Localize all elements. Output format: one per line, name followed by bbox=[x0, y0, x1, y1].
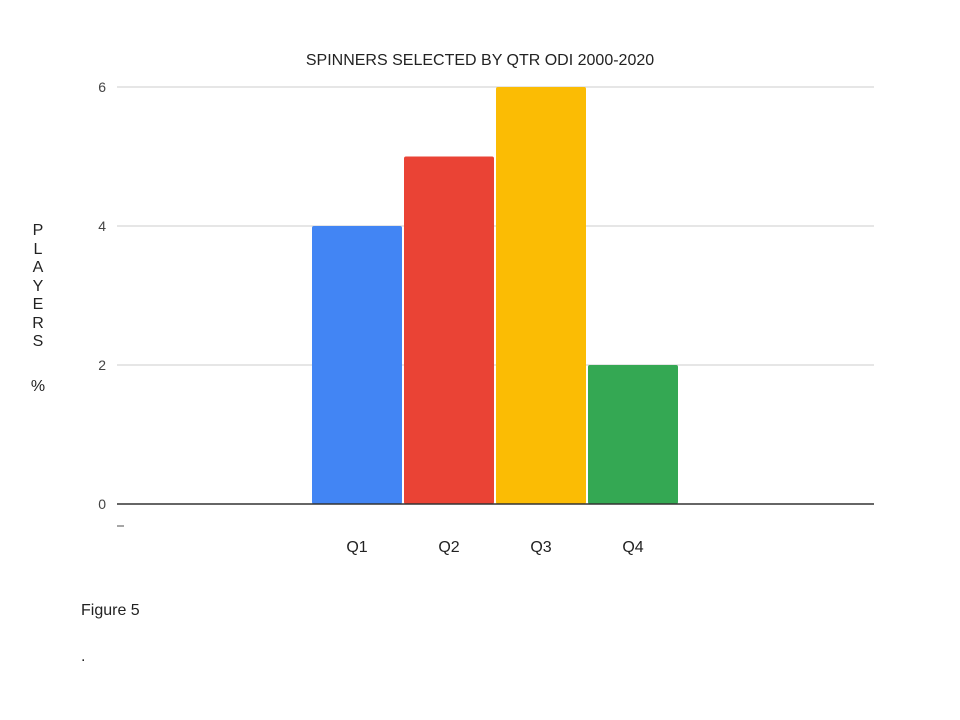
y-axis-label-letter: R bbox=[32, 314, 44, 332]
y-tick-label: 0 bbox=[98, 496, 106, 512]
bar-q1 bbox=[312, 226, 402, 504]
y-axis-label-letter: Y bbox=[32, 277, 44, 295]
y-tick-label: 4 bbox=[98, 218, 106, 234]
bars bbox=[312, 87, 678, 504]
axes bbox=[117, 503, 874, 527]
y-axis-label-letter: P bbox=[32, 222, 44, 239]
y-axis-label-letter: L bbox=[33, 240, 43, 258]
labels: 0 2 4 6 Q1 Q2 Q3 Q4 bbox=[98, 79, 644, 556]
bar-q2 bbox=[404, 156, 494, 504]
x-tick-label: Q3 bbox=[530, 539, 551, 556]
bar-q4 bbox=[588, 365, 678, 504]
y-tick-label: 2 bbox=[98, 357, 106, 373]
y-axis-label-letter: E bbox=[32, 296, 44, 313]
gridlines bbox=[117, 86, 874, 366]
x-tick-label: Q1 bbox=[346, 539, 367, 556]
bar-q3 bbox=[496, 87, 586, 504]
figure-caption: Figure 5 bbox=[81, 602, 140, 619]
caption-dot: . bbox=[81, 648, 86, 665]
x-tick-label: Q2 bbox=[438, 539, 459, 556]
y-tick-label: 6 bbox=[98, 79, 106, 95]
y-axis-unit: % bbox=[30, 377, 46, 395]
y-axis-label: P L A Y E R S% bbox=[26, 222, 50, 396]
y-axis-label-letter: A bbox=[32, 259, 44, 276]
chart-title: SPINNERS SELECTED BY QTR ODI 2000-2020 bbox=[305, 52, 655, 69]
y-axis-label-letter: S bbox=[32, 333, 44, 350]
x-tick-label: Q4 bbox=[622, 539, 643, 556]
